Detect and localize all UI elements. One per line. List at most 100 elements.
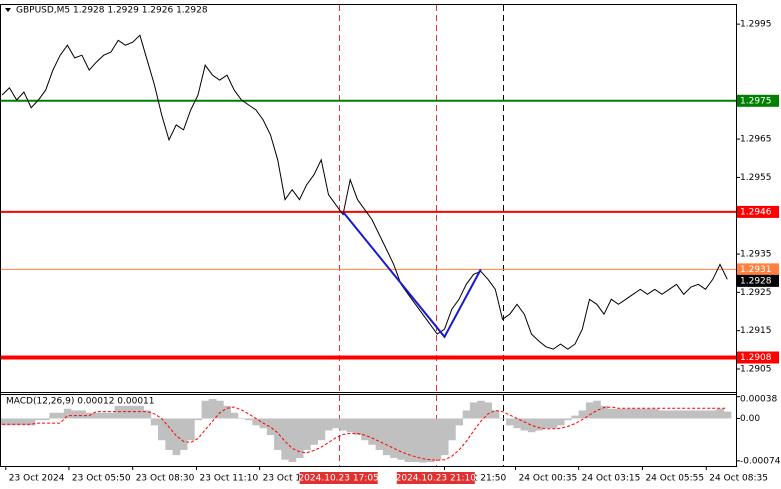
histogram-bar <box>593 400 601 419</box>
histogram-bar <box>92 412 101 419</box>
level-label-box <box>737 351 779 364</box>
plot-layer <box>0 5 736 466</box>
x-tick-label-bg <box>198 472 257 484</box>
histogram-bar <box>230 412 239 419</box>
histogram-bar <box>556 418 565 426</box>
histogram-bar <box>397 418 406 460</box>
histogram-bar <box>440 418 449 456</box>
x-tick-label-bg <box>7 472 66 484</box>
histogram-bar <box>687 410 696 419</box>
histogram-bar <box>114 405 123 419</box>
y-tick-label: 1.2995 <box>740 20 772 30</box>
histogram-bar <box>542 418 551 429</box>
histogram-bar <box>187 418 195 441</box>
vline-label-box <box>299 472 378 484</box>
histogram-bar <box>136 405 144 419</box>
histogram-bar <box>361 418 369 441</box>
histogram-bar <box>672 410 681 419</box>
histogram-bar <box>63 408 72 419</box>
y-tick-label: -0.00074 <box>740 456 781 466</box>
price-line <box>1 34 728 350</box>
x-tick-label: 23 Oct 11:10 <box>200 474 259 484</box>
x-tick-label-bg <box>644 472 703 484</box>
histogram-bar <box>332 418 340 429</box>
x-tick-label: 24 Oct 00:35 <box>519 474 578 484</box>
histogram-bar <box>419 418 427 463</box>
x-tick-label: 23 Oct 05:50 <box>72 474 131 484</box>
histogram-bar <box>281 418 289 460</box>
y-tick-label: 1.2955 <box>740 173 772 183</box>
histogram-bar <box>498 418 507 419</box>
histogram-bar <box>252 418 260 426</box>
histogram-bar <box>129 405 137 419</box>
histogram-bar <box>107 412 115 419</box>
histogram-bar <box>143 410 152 419</box>
x-tick-label: 24 Oct 05:55 <box>645 474 704 484</box>
histogram-bar <box>607 408 616 419</box>
vline-label: 2024.10.23 21:10 <box>396 474 477 484</box>
histogram-bar <box>194 418 202 421</box>
histogram-bar <box>535 418 543 431</box>
histogram-bar <box>716 408 725 419</box>
histogram-bar <box>165 418 173 450</box>
level-label-box <box>737 205 779 218</box>
y-tick-label: 1.2935 <box>740 250 772 260</box>
histogram-bar <box>636 408 645 419</box>
histogram-bar <box>150 418 159 426</box>
histogram-bar <box>27 418 36 426</box>
histogram-bar <box>549 418 558 429</box>
histogram-bar <box>34 418 43 421</box>
histogram-bar <box>208 399 217 419</box>
indicator-title: MACD(12,26,9) 0.00012 0.00011 <box>6 397 155 407</box>
histogram-bar <box>339 418 348 431</box>
histogram-bar <box>404 418 413 462</box>
y-tick-label: 1.2965 <box>740 135 772 145</box>
x-tick-label: 24 Oct 03:15 <box>582 474 641 484</box>
level-label-box <box>737 274 779 287</box>
histogram-bar <box>477 400 485 419</box>
histogram-bar <box>13 418 21 426</box>
histogram-bar <box>411 418 420 462</box>
y-tick-label: 1.2915 <box>740 326 772 336</box>
x-tick-label-bg <box>70 472 129 484</box>
histogram-bar <box>564 418 572 421</box>
x-tick-label-bg <box>580 472 639 484</box>
histogram-bar <box>42 418 50 421</box>
level-label-box <box>737 94 779 107</box>
level-label: 1.2975 <box>740 96 772 106</box>
x-tick-label: 23 Oct 2024 <box>9 474 65 484</box>
histogram-bar <box>245 418 253 421</box>
histogram-bar <box>368 418 377 445</box>
histogram-bar <box>527 418 536 433</box>
trend-line <box>342 211 482 339</box>
histogram-bar <box>121 405 130 419</box>
chart-title: GBPUSD,M5 1.2928 1.2929 1.2926 1.2928 <box>16 6 208 16</box>
histogram-bar <box>709 410 717 419</box>
histogram-bar <box>426 418 435 462</box>
histogram-bar <box>643 408 652 419</box>
histogram-bar <box>571 415 580 419</box>
histogram-bar <box>629 408 638 419</box>
x-tick-label-bg <box>517 472 576 484</box>
level-label: 1.2908 <box>740 353 772 363</box>
histogram-bar <box>469 402 478 419</box>
histogram-bar <box>513 418 522 429</box>
y-tick-label: 1.2925 <box>740 288 772 298</box>
level-label: 1.2931 <box>740 265 772 275</box>
y-tick-label: 0.00038 <box>740 395 777 405</box>
histogram-bar <box>274 418 282 450</box>
histogram-bar <box>0 418 7 426</box>
histogram-bar <box>390 418 398 458</box>
histogram-bar <box>680 410 688 419</box>
y-tick-label: 1.2905 <box>740 365 772 375</box>
histogram-bar <box>585 402 594 419</box>
histogram-bar <box>462 410 471 419</box>
histogram-bar <box>317 418 326 441</box>
histogram-bar <box>506 418 514 426</box>
histogram-bar <box>310 418 319 445</box>
menu-triangle <box>5 8 11 12</box>
histogram-bar <box>701 410 710 419</box>
histogram-bar <box>484 402 493 419</box>
histogram-bar <box>100 412 108 419</box>
